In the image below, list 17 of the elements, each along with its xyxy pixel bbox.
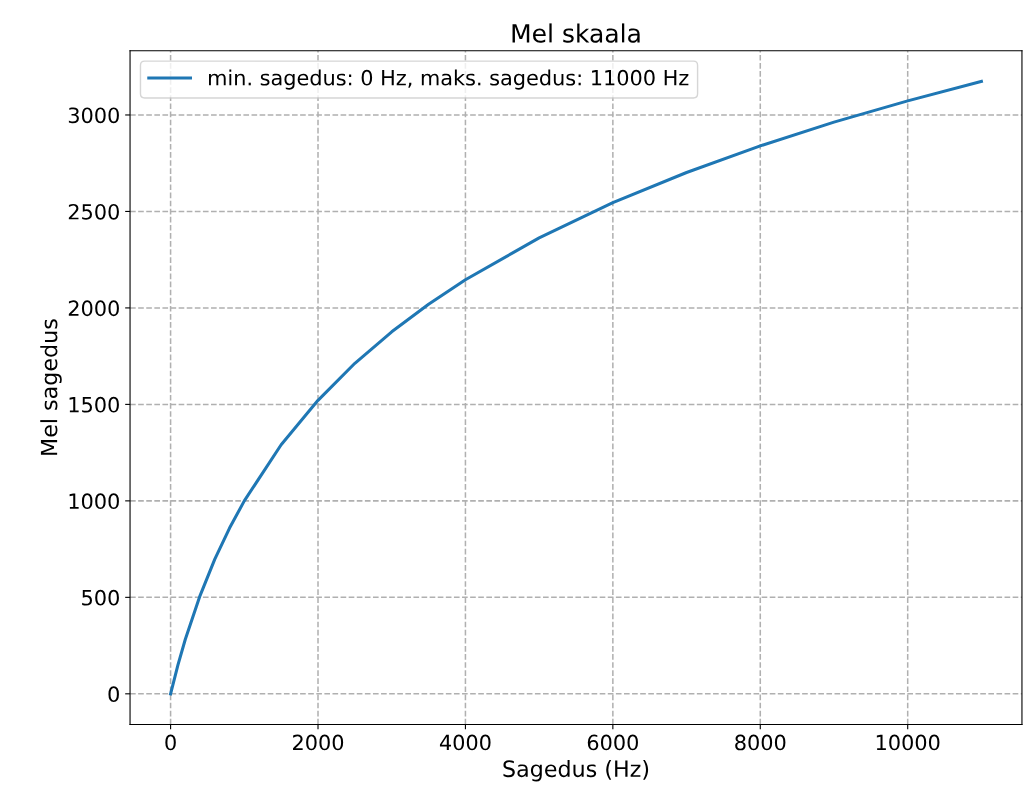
- x-tick-label: 0: [165, 734, 176, 751]
- y-tick-label: 3000: [68, 107, 119, 124]
- legend-label: min. sagedus: 0 Hz, maks. sagedus: 11000 Hz: [209, 69, 689, 90]
- x-tick-label: 6000: [587, 734, 638, 751]
- x-axis-title: Sagedus (Hz): [503, 759, 649, 782]
- y-tick-label: 500: [82, 589, 119, 606]
- y-axis-title: Mel sagedus: [40, 319, 62, 455]
- y-tick-label: 2500: [68, 203, 119, 220]
- y-tick-label: 2000: [68, 300, 119, 317]
- x-tick-label: 10000: [876, 734, 940, 751]
- y-tick-label: 1000: [69, 493, 119, 510]
- chart-title: Mel skaala: [512, 23, 640, 43]
- x-tick-label: 2000: [293, 734, 344, 751]
- x-tick-label: 4000: [439, 734, 491, 751]
- y-tick-label: 0: [108, 686, 119, 703]
- x-tick-label: 8000: [735, 734, 786, 751]
- y-tick-label: 1500: [69, 396, 119, 413]
